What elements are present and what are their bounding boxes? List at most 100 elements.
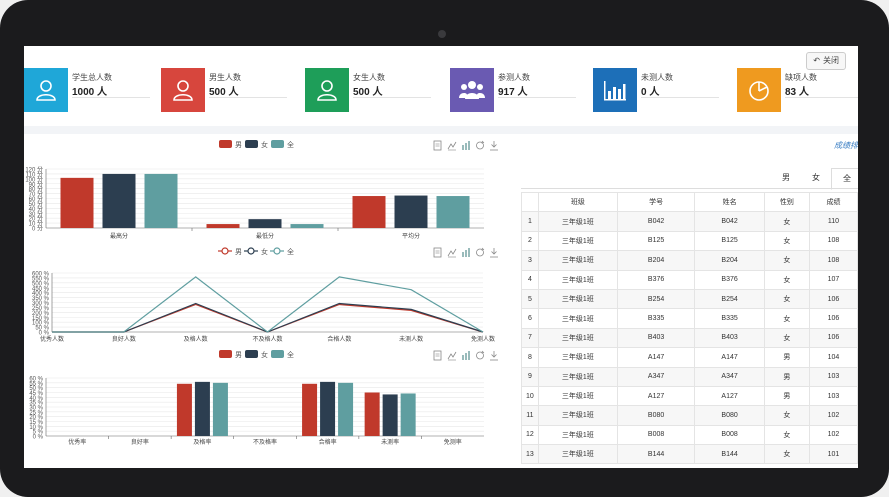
bar [352,196,386,228]
table-cell: 三年级1班 [537,366,618,387]
stat-underline [209,97,287,98]
table-cell: 102 [808,405,858,426]
bar [302,383,318,436]
y-tick-label: 60 % [29,377,43,383]
bar [382,394,398,436]
refresh-icon[interactable] [476,350,485,360]
ranking-link[interactable]: 成绩排 [834,141,858,150]
bar [248,219,282,228]
stat-card: 学生总人数 1000 人 [24,68,159,114]
table-cell: 三年级1班 [537,288,618,310]
legend-swatch [245,140,258,148]
x-tick-label: 不及格人数 [252,335,282,343]
table-cell: 男 [763,385,810,407]
table-cell: 103 [808,385,858,407]
legend-dot-marker [221,247,229,255]
tab-female[interactable]: 女 [812,173,820,182]
table-cell: 101 [808,444,858,465]
stat-label: 学生总人数 [72,73,112,82]
bar-switch-icon[interactable] [462,141,470,150]
tab-underline [521,188,858,189]
table-cell: 9 [521,366,539,387]
table-row[interactable]: 7 三年级1班 B403 B403 女 106 [521,327,858,349]
stat-label: 缺项人数 [785,73,817,82]
series-line [52,302,484,333]
bar [320,381,336,436]
data-view-icon[interactable] [433,140,442,151]
table-row[interactable]: 1 三年级1班 B042 B042 女 110 [521,211,858,232]
table-cell: 106 [808,308,858,329]
data-view-icon[interactable] [433,247,442,258]
line-switch-icon[interactable] [447,351,457,361]
table-row[interactable]: 9 三年级1班 A347 A347 男 103 [521,366,858,387]
pie-chart-icon [737,68,781,112]
table-cell: 108 [808,250,858,271]
y-tick-label: 550 % [32,276,50,282]
table-cell: B080 [694,405,765,426]
table-cell: A347 [694,366,765,387]
y-tick-label: 20 分 [29,215,43,223]
table-cell: 8 [521,347,539,368]
tab-male[interactable]: 男 [782,173,790,182]
user-outline-icon [24,68,68,112]
table-row[interactable]: 11 三年级1班 B080 B080 女 102 [521,405,858,426]
y-tick-label: 400 % [32,291,50,297]
legend-label: 男 [235,351,242,359]
bar [194,381,210,436]
bar [338,382,354,436]
table-row[interactable]: 5 三年级1班 B254 B254 女 106 [521,288,858,310]
refresh-icon[interactable] [476,247,485,257]
data-view-icon[interactable] [433,350,442,361]
x-tick-label: 最低分 [256,232,274,240]
stat-card: 男生人数 500 人 [161,68,296,114]
close-button[interactable]: ↶ 关闭 [806,52,846,70]
table-cell: B144 [616,444,696,465]
group-icon [450,68,494,112]
bar-switch-icon[interactable] [462,351,470,360]
table-cell: B144 [694,444,765,465]
table-row[interactable]: 12 三年级1班 B008 B008 女 102 [521,424,858,446]
table-cell: 三年级1班 [537,250,618,271]
table-row[interactable]: 6 三年级1班 B335 B335 女 106 [521,308,858,329]
table-cell: 女 [763,405,810,426]
table-row[interactable]: 4 三年级1班 B376 B376 女 107 [521,269,858,290]
y-tick-label: 600 % [32,272,50,278]
table-cell: 女 [763,211,810,232]
table-cell: 104 [808,347,858,368]
tab-all[interactable]: 全 [831,168,858,190]
line-switch-icon[interactable] [447,141,457,151]
bar [176,383,192,436]
table-header-row: 班级 学号 姓名 性别 成绩 [521,191,858,213]
col-name: 姓名 [694,191,765,213]
table-cell: B125 [616,230,696,252]
table-row[interactable]: 8 三年级1班 A147 A147 男 104 [521,347,858,368]
x-tick-label: 免测率 [444,438,462,446]
table-row[interactable]: 13 三年级1班 B144 B144 女 101 [521,444,858,465]
table-cell: 110 [808,211,858,232]
stat-underline [641,97,719,98]
table-row[interactable]: 10 三年级1班 A127 A127 男 103 [521,385,858,407]
download-icon[interactable] [490,248,498,258]
legend-label: 全 [287,247,294,256]
table-cell: B080 [616,405,696,426]
table-cell: 三年级1班 [537,444,618,465]
bar-switch-icon[interactable] [462,248,470,257]
table-cell: B335 [694,308,765,329]
table-cell: 女 [763,269,810,290]
table-row[interactable]: 3 三年级1班 B204 B204 女 108 [521,250,858,271]
table-cell: 7 [521,327,539,349]
refresh-icon[interactable] [476,140,485,150]
y-tick-label: 120 分 [25,166,43,174]
section-divider [24,126,858,134]
table-row[interactable]: 2 三年级1班 B125 B125 女 108 [521,230,858,252]
y-tick-label: 450 % [32,286,50,292]
stat-card: 女生人数 500 人 [305,68,440,114]
download-icon[interactable] [490,141,498,151]
table-cell: 女 [763,308,810,329]
download-icon[interactable] [490,351,498,361]
table-cell: 107 [808,269,858,290]
line-switch-icon[interactable] [447,248,457,258]
legend-dot-marker [273,247,281,255]
y-tick-label: 5 % [33,430,44,436]
